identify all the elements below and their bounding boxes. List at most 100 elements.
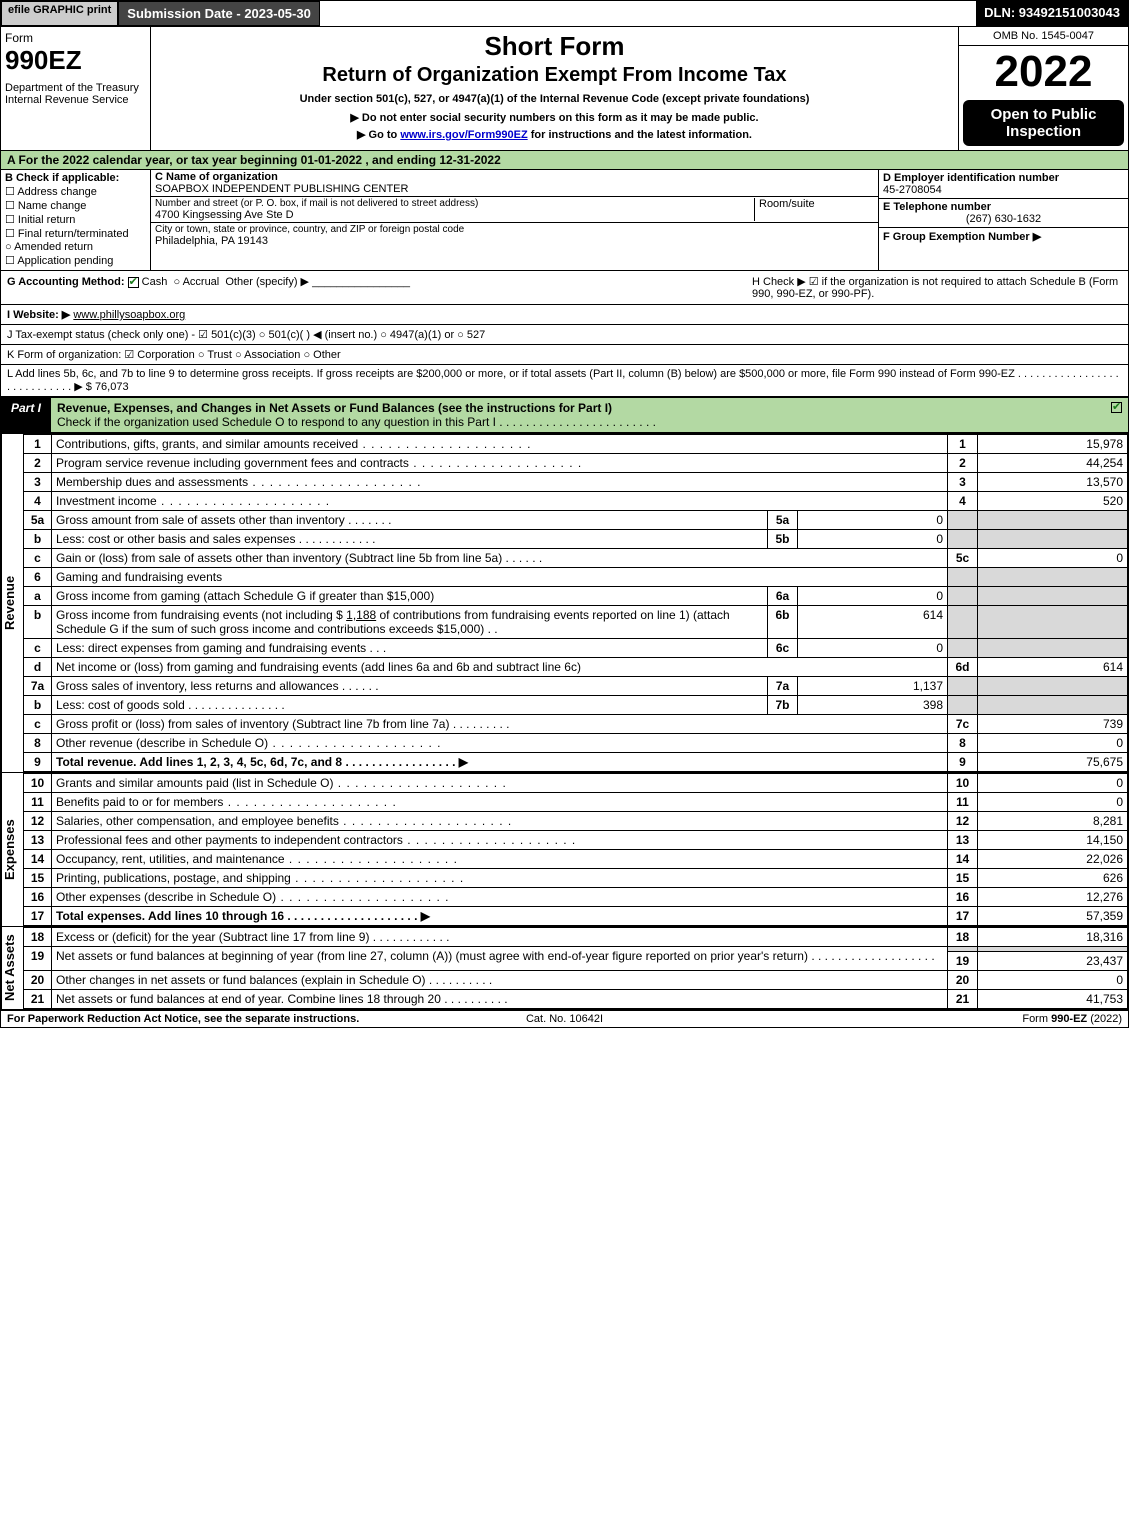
chk-initial-return[interactable]: Initial return: [5, 213, 146, 226]
revenue-table: 1Contributions, gifts, grants, and simil…: [23, 434, 1128, 772]
line-20-val: 0: [978, 971, 1128, 990]
col-c: C Name of organization SOAPBOX INDEPENDE…: [151, 170, 878, 270]
g-other-label: Other (specify) ▶: [225, 276, 309, 288]
footer: For Paperwork Reduction Act Notice, see …: [1, 1009, 1128, 1027]
revenue-side-label: Revenue: [1, 434, 23, 772]
line-5b-val: 0: [798, 530, 948, 549]
title-short-form: Short Form: [161, 31, 948, 62]
form-number: 990EZ: [5, 45, 146, 76]
row-gh: G Accounting Method: Cash ○ Accrual Othe…: [1, 270, 1128, 304]
irs-link[interactable]: www.irs.gov/Form990EZ: [400, 129, 527, 141]
line-6c-val: 0: [798, 639, 948, 658]
header-left: Form 990EZ Department of the Treasury In…: [1, 27, 151, 150]
line-14-val: 22,026: [978, 850, 1128, 869]
line-7c-val: 739: [978, 715, 1128, 734]
org-street: 4700 Kingsessing Ave Ste D: [155, 209, 754, 221]
title-return: Return of Organization Exempt From Incom…: [161, 64, 948, 87]
c-name-label: C Name of organization: [155, 171, 874, 183]
line-6b-val: 614: [798, 606, 948, 639]
line-13-val: 14,150: [978, 831, 1128, 850]
tax-year: 2022: [959, 46, 1128, 98]
section-expenses: Expenses 10Grants and similar amounts pa…: [1, 772, 1128, 926]
line-11-val: 0: [978, 793, 1128, 812]
open-inspection-badge: Open to Public Inspection: [963, 100, 1124, 146]
c-street-label: Number and street (or P. O. box, if mail…: [155, 198, 754, 209]
part-i-checkbox[interactable]: [1105, 398, 1128, 432]
tel-value: (267) 630-1632: [883, 213, 1124, 225]
f-group-label: F Group Exemption Number ▶: [883, 231, 1041, 243]
line-10-val: 0: [978, 774, 1128, 793]
top-bar: efile GRAPHIC print Submission Date - 20…: [1, 1, 1128, 26]
chk-address-change[interactable]: Address change: [5, 185, 146, 198]
line-6b-amt: 1,188: [346, 608, 376, 622]
subtitle-section: Under section 501(c), 527, or 4947(a)(1)…: [161, 93, 948, 105]
col-b: B Check if applicable: Address change Na…: [1, 170, 151, 270]
goto-pre: ▶ Go to: [357, 129, 400, 141]
line-21-val: 41,753: [978, 990, 1128, 1009]
line-5a-val: 0: [798, 511, 948, 530]
subtitle-goto: ▶ Go to www.irs.gov/Form990EZ for instru…: [161, 128, 948, 141]
part-i-check-text: Check if the organization used Schedule …: [57, 415, 656, 429]
col-def: D Employer identification number 45-2708…: [878, 170, 1128, 270]
subtitle-ssn: ▶ Do not enter social security numbers o…: [161, 111, 948, 124]
b-label: B Check if applicable:: [5, 172, 146, 184]
line-2-val: 44,254: [978, 454, 1128, 473]
goto-post: for instructions and the latest informat…: [528, 129, 752, 141]
org-name: SOAPBOX INDEPENDENT PUBLISHING CENTER: [155, 183, 874, 195]
line-6d-val: 614: [978, 658, 1128, 677]
part-i-tag: Part I: [1, 398, 51, 432]
l-text: L Add lines 5b, 6c, and 7b to line 9 to …: [7, 368, 1119, 393]
section-revenue: Revenue 1Contributions, gifts, grants, a…: [1, 433, 1128, 772]
org-city: Philadelphia, PA 19143: [155, 235, 874, 247]
line-3-val: 13,570: [978, 473, 1128, 492]
chk-application-pending[interactable]: Application pending: [5, 254, 146, 267]
line-12-val: 8,281: [978, 812, 1128, 831]
c-city-label: City or town, state or province, country…: [155, 224, 874, 235]
block-bcdef: B Check if applicable: Address change Na…: [1, 169, 1128, 270]
footer-left: For Paperwork Reduction Act Notice, see …: [7, 1013, 379, 1025]
line-4-val: 520: [978, 492, 1128, 511]
row-l: L Add lines 5b, 6c, and 7b to line 9 to …: [1, 364, 1128, 396]
part-i-bar: Part I Revenue, Expenses, and Changes in…: [1, 396, 1128, 433]
room-suite-label: Room/suite: [754, 198, 874, 221]
e-tel-label: E Telephone number: [883, 201, 1124, 213]
netassets-table: 18Excess or (deficit) for the year (Subt…: [23, 927, 1128, 1009]
row-j: J Tax-exempt status (check only one) - ☑…: [1, 324, 1128, 344]
efile-print-button[interactable]: efile GRAPHIC print: [1, 1, 118, 26]
website-value[interactable]: www.phillysoapbox.org: [73, 309, 185, 321]
chk-final-return[interactable]: Final return/terminated: [5, 227, 146, 240]
g-accrual-label: Accrual: [183, 276, 220, 288]
line-9-val: 75,675: [978, 753, 1128, 772]
line-15-val: 626: [978, 869, 1128, 888]
line-7b-val: 398: [798, 696, 948, 715]
line-18-val: 18,316: [978, 928, 1128, 947]
g-cash-check[interactable]: [128, 277, 139, 288]
form-container: efile GRAPHIC print Submission Date - 20…: [0, 0, 1129, 1028]
line-16-val: 12,276: [978, 888, 1128, 907]
row-a-taxyear: A For the 2022 calendar year, or tax yea…: [1, 150, 1128, 169]
footer-mid: Cat. No. 10642I: [379, 1013, 751, 1025]
row-i: I Website: ▶ www.phillysoapbox.org: [1, 304, 1128, 324]
line-17-val: 57,359: [978, 907, 1128, 926]
line-7a-val: 1,137: [798, 677, 948, 696]
line-5c-val: 0: [978, 549, 1128, 568]
chk-name-change[interactable]: Name change: [5, 199, 146, 212]
section-netassets: Net Assets 18Excess or (deficit) for the…: [1, 926, 1128, 1009]
dept-label: Department of the Treasury Internal Reve…: [5, 82, 146, 106]
footer-right: Form 990-EZ (2022): [750, 1013, 1122, 1025]
chk-amended-return[interactable]: Amended return: [5, 241, 146, 253]
line-6a-val: 0: [798, 587, 948, 606]
header-right: OMB No. 1545-0047 2022 Open to Public In…: [958, 27, 1128, 150]
line-1-val: 15,978: [978, 435, 1128, 454]
i-label: I Website: ▶: [7, 309, 70, 321]
h-text: H Check ▶ ☑ if the organization is not r…: [752, 275, 1122, 300]
form-label: Form: [5, 31, 146, 45]
header-mid: Short Form Return of Organization Exempt…: [151, 27, 958, 150]
ein-value: 45-2708054: [883, 184, 1124, 196]
expenses-table: 10Grants and similar amounts paid (list …: [23, 773, 1128, 926]
netassets-side-label: Net Assets: [1, 927, 23, 1009]
part-i-title: Revenue, Expenses, and Changes in Net As…: [51, 398, 1105, 432]
l-value: 76,073: [95, 381, 129, 393]
d-ein-label: D Employer identification number: [883, 172, 1124, 184]
expenses-side-label: Expenses: [1, 773, 23, 926]
